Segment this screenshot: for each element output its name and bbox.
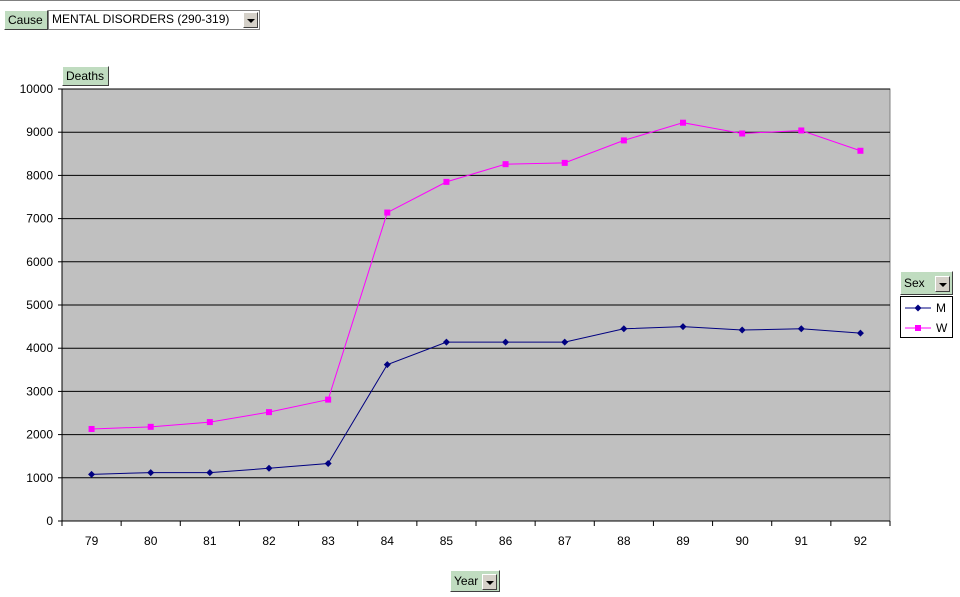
data-point-w [620, 137, 627, 144]
x-tick-label: 91 [795, 534, 809, 548]
data-point-w [857, 147, 864, 154]
data-point-m [88, 470, 96, 478]
x-tick-label: 88 [617, 534, 631, 548]
year-field-button[interactable]: Year [450, 570, 500, 592]
legend-item-m: M [901, 301, 952, 315]
deaths-field-button[interactable]: Deaths [62, 66, 109, 86]
legend-marker-w [905, 325, 931, 331]
x-tick-label: 89 [676, 534, 690, 548]
chevron-down-icon[interactable] [935, 276, 950, 292]
x-tick-label: 87 [558, 534, 572, 548]
legend-marker-m [905, 304, 931, 312]
data-point-w [88, 425, 95, 432]
gridlines [62, 88, 890, 479]
y-tick-label: 5000 [26, 298, 53, 312]
deaths-field-label: Deaths [66, 69, 105, 83]
cause-dropdown[interactable]: MENTAL DISORDERS (290-319) [48, 10, 260, 30]
chevron-down-icon[interactable] [243, 12, 258, 28]
y-tick-label: 4000 [26, 341, 53, 355]
data-point-m [620, 325, 628, 333]
x-tick-label: 92 [854, 534, 868, 548]
x-axis-ticks: 79 80 81 82 83 84 85 86 87 88 89 90 91 92 [61, 521, 891, 548]
data-point-w [206, 419, 213, 426]
y-tick-label: 1000 [26, 471, 53, 485]
legend-label-w: W [936, 321, 948, 335]
data-point-w [798, 127, 805, 134]
data-point-m [502, 338, 510, 346]
y-tick-label: 3000 [26, 384, 53, 398]
data-point-m [324, 460, 332, 468]
data-point-m [206, 469, 214, 477]
cause-field-button[interactable]: Cause [4, 10, 48, 30]
top-border-line [0, 0, 960, 1]
x-tick-label: 79 [85, 534, 99, 548]
y-tick-label: 10000 [20, 82, 54, 96]
x-tick-label: 85 [440, 534, 454, 548]
year-field-label: Year [454, 574, 479, 588]
data-point-m [797, 325, 805, 333]
y-axis-ticks: 0 1000 2000 3000 4000 5000 6000 7000 8000 9000 100… [20, 82, 62, 528]
y-tick-label: 8000 [26, 168, 53, 182]
series-line-w [91, 122, 861, 430]
y-tick-label: 9000 [26, 125, 53, 139]
sex-field-button[interactable]: Sex [900, 271, 953, 295]
data-point-w [561, 159, 568, 166]
chevron-down-icon[interactable] [482, 574, 497, 590]
y-tick-label: 6000 [26, 255, 53, 269]
series-line-m [91, 326, 861, 475]
x-tick-label: 84 [381, 534, 395, 548]
x-tick-label: 82 [262, 534, 276, 548]
data-point-m [147, 469, 155, 477]
y-tick-label: 2000 [26, 428, 53, 442]
y-tick-label: 7000 [26, 212, 53, 226]
data-point-w [680, 119, 686, 126]
x-tick-label: 83 [321, 534, 335, 548]
data-point-w [739, 130, 746, 137]
x-tick-label: 90 [735, 534, 749, 548]
legend: M W [900, 296, 953, 338]
y-tick-label: 0 [46, 514, 53, 528]
x-tick-label: 80 [144, 534, 158, 548]
cause-selected-value: MENTAL DISORDERS (290-319) [52, 12, 230, 26]
sex-field-label: Sex [904, 276, 925, 290]
cause-field-label: Cause [8, 13, 43, 27]
data-point-m [679, 323, 687, 331]
x-tick-label: 86 [499, 534, 513, 548]
data-point-w [147, 423, 154, 430]
data-point-m [561, 338, 569, 346]
data-point-w [443, 178, 450, 185]
legend-label-m: M [936, 301, 946, 315]
data-point-w [502, 161, 509, 168]
data-point-w [325, 396, 332, 403]
data-point-m [265, 464, 273, 472]
data-point-w [384, 209, 391, 216]
x-tick-label: 81 [203, 534, 217, 548]
data-point-m [383, 361, 391, 369]
data-point-m [738, 326, 746, 334]
series-group [88, 119, 864, 478]
data-point-m [856, 329, 864, 337]
legend-item-w: W [901, 321, 952, 335]
data-point-w [266, 409, 272, 416]
data-point-m [442, 338, 450, 346]
